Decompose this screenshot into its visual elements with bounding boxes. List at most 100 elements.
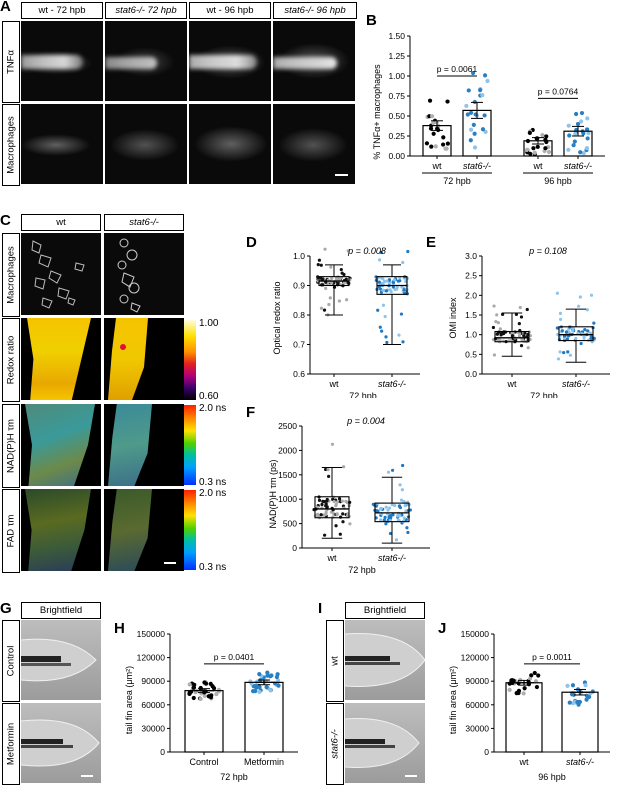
data-point [378,258,382,262]
data-point [516,688,522,693]
data-point [397,333,401,337]
header-c-stat6: stat6-/- [104,214,184,231]
data-point [329,265,333,269]
data-point [522,334,526,338]
data-point [444,146,449,151]
data-point [208,681,213,686]
data-point [470,70,476,76]
data-point [492,353,497,357]
data-point [525,307,529,312]
row-label-macrophages: Macrophages [2,104,20,186]
data-point [390,468,395,472]
data-point [187,690,192,695]
data-point [445,141,450,146]
data-point [528,334,532,338]
header-i-brightfield: Brightfield [345,602,425,619]
data-point [387,278,392,282]
data-point [592,321,596,325]
data-point [376,308,380,312]
data-point [265,670,270,675]
data-point [398,483,402,487]
panel-label-b: B [366,12,377,29]
data-point [400,488,404,492]
data-point [584,146,590,151]
data-point [383,515,387,519]
x-tick-label: wt [519,757,529,767]
data-point [345,500,349,505]
y-tick-label: 30000 [465,723,489,733]
data-point [384,505,388,509]
data-point [519,344,524,348]
data-point [566,350,570,354]
micrograph-c-redox-stat6 [104,318,184,400]
data-point [582,336,586,340]
data-point [324,502,328,506]
header-wt-72: wt - 72 hpb [21,2,103,19]
data-point [514,312,518,317]
data-point [384,335,388,339]
data-point [323,467,328,472]
chart-f-ylabel: NAD(P)H τm (ps) [268,459,278,528]
data-point [248,679,253,684]
data-point [391,285,395,289]
x-axis-label: 72 hpb [349,391,377,398]
data-point [320,502,324,507]
data-point [560,329,564,333]
y-tick-label: 0 [484,747,489,757]
data-point [327,474,331,478]
data-point [342,272,346,277]
data-point [386,508,390,512]
data-point [341,512,345,516]
y-tick-label: 0.50 [388,111,405,121]
y-tick-label: 90000 [141,676,165,686]
data-point [327,302,331,307]
data-point [586,329,590,333]
data-point [576,304,581,308]
data-point [269,673,274,678]
y-tick-label: 0.00 [388,151,405,161]
data-point [565,337,569,341]
data-point [472,131,477,136]
data-point [558,311,563,315]
data-point [203,681,209,686]
data-point [522,686,527,691]
panel-label-d: D [246,234,257,251]
data-point [496,321,500,325]
data-point [337,497,342,501]
data-point [332,285,337,289]
data-point [511,331,515,335]
data-point [404,509,408,513]
row-label-g-control: Control [2,620,20,702]
micrograph-macro-wt-96 [189,104,271,184]
data-point [576,702,581,707]
data-point [323,247,327,251]
data-point [472,145,478,150]
data-point [566,123,571,128]
micrograph-c-fad-stat6 [104,489,184,571]
y-tick-label: 0 [292,543,297,553]
data-point [519,315,524,319]
data-point [214,691,219,697]
data-point [585,136,590,141]
micrograph-tnfa-stat6-96 [273,21,355,101]
data-point [257,689,262,695]
y-tick-label: 150000 [461,629,490,639]
chart-b: % TNFα+ macrophages 0.00 0.25 0.50 0.75 1.00… [372,31,605,186]
data-point [471,122,476,127]
p-value: p = 0.0764 [538,86,579,96]
data-point [265,673,270,678]
header-g-brightfield: Brightfield [21,602,101,619]
data-point [523,331,527,335]
data-point [567,133,572,138]
panel-label-h: H [114,620,125,637]
data-point [584,127,590,132]
y-tick-label: 3.0 [465,251,477,261]
data-point [568,353,572,357]
p-value: p = 0.0401 [214,652,255,662]
data-point [583,328,587,332]
row-label-i-stat6: stat6-/- [326,703,344,785]
data-point [492,304,496,308]
data-point [345,514,350,518]
colorbar-redox-min: 0.60 [199,391,219,402]
data-point [379,518,383,522]
